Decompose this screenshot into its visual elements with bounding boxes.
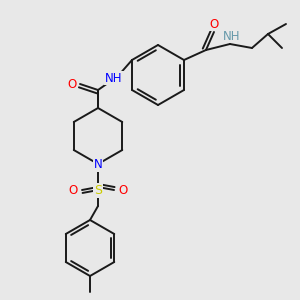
Text: O: O: [68, 184, 78, 196]
Text: O: O: [209, 17, 219, 31]
Text: NH: NH: [223, 29, 241, 43]
Text: NH: NH: [105, 71, 123, 85]
Text: O: O: [68, 77, 76, 91]
Text: O: O: [118, 184, 127, 196]
Text: N: N: [94, 158, 102, 172]
Text: S: S: [94, 184, 102, 196]
